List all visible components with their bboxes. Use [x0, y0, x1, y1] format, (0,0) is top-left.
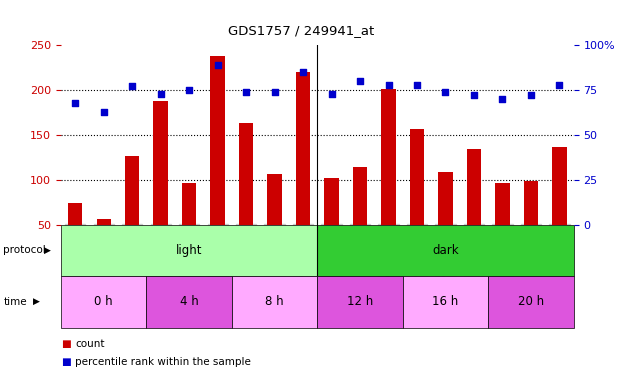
Text: 12 h: 12 h [347, 296, 373, 308]
Bar [296, 72, 310, 225]
Point [412, 82, 422, 88]
Text: 20 h: 20 h [518, 296, 544, 308]
Point [184, 87, 194, 93]
Text: ■: ■ [61, 339, 71, 349]
Point [554, 82, 565, 88]
Point [298, 69, 308, 75]
Text: percentile rank within the sample: percentile rank within the sample [75, 357, 251, 367]
Bar [524, 181, 538, 225]
Point [383, 82, 394, 88]
Bar [381, 89, 395, 225]
Bar [317, 225, 574, 276]
Text: GDS1757 / 249941_at: GDS1757 / 249941_at [228, 24, 374, 38]
Bar [403, 276, 488, 328]
Text: ■: ■ [61, 357, 71, 367]
Point [70, 100, 80, 106]
Bar [410, 129, 424, 225]
Point [212, 62, 222, 68]
Text: dark: dark [432, 244, 459, 257]
Text: 4 h: 4 h [179, 296, 199, 308]
Text: 8 h: 8 h [265, 296, 284, 308]
Point [99, 109, 109, 115]
Bar [210, 56, 225, 225]
Point [241, 89, 251, 95]
Text: time: time [3, 297, 27, 307]
Point [355, 78, 365, 84]
Point [326, 91, 337, 97]
Point [127, 83, 137, 89]
Bar [438, 172, 453, 225]
Bar [324, 178, 338, 225]
Point [526, 92, 536, 98]
Bar [182, 183, 196, 225]
Bar [232, 276, 317, 328]
Text: 16 h: 16 h [433, 296, 458, 308]
Bar [239, 123, 253, 225]
Point [269, 89, 279, 95]
Bar [61, 276, 146, 328]
Bar [97, 219, 111, 225]
Bar [553, 147, 567, 225]
Bar [61, 225, 317, 276]
Bar [488, 276, 574, 328]
Bar [317, 276, 403, 328]
Text: ▶: ▶ [44, 246, 51, 255]
Text: 0 h: 0 h [94, 296, 113, 308]
Point [497, 96, 508, 102]
Text: protocol: protocol [3, 245, 46, 255]
Text: ▶: ▶ [33, 297, 40, 306]
Bar [146, 276, 232, 328]
Bar [267, 174, 281, 225]
Bar [153, 101, 168, 225]
Bar [125, 156, 139, 225]
Bar [467, 148, 481, 225]
Text: count: count [75, 339, 104, 349]
Text: light: light [176, 244, 203, 257]
Bar [353, 166, 367, 225]
Point [440, 89, 451, 95]
Bar [495, 183, 510, 225]
Point [469, 92, 479, 98]
Point [156, 91, 166, 97]
Bar [68, 202, 82, 225]
